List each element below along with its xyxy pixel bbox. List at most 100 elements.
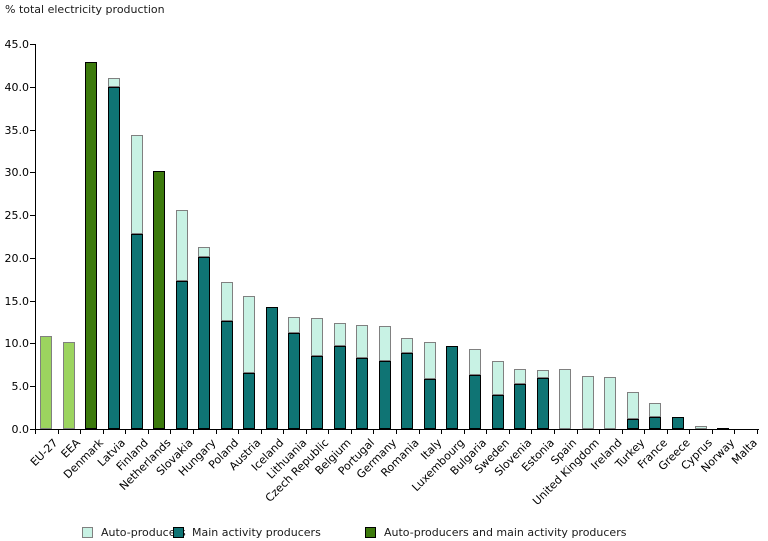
x-tick [147,430,149,434]
x-tick [283,430,285,434]
y-tick-label: 25.0 [4,209,30,223]
bar-segment-main-belgium [333,346,346,429]
bar-segment-main-czech-republic [311,356,324,429]
y-tick [30,429,35,430]
bar-segment-auto-germany [378,326,391,361]
bar-segment-auto-turkey [626,392,639,419]
bar-segment-auto-portugal [356,325,369,358]
y-tick-label: 35.0 [4,123,30,137]
x-tick [80,430,82,434]
y-tick-label: 0.0 [11,423,30,436]
y-tick [30,257,35,259]
y-tick-label: 45.0 [4,38,30,51]
x-tick [486,430,488,434]
x-tick [508,430,510,434]
x-tick [666,430,668,434]
bar-segment-auto-bulgaria [468,349,481,375]
bar-segment-main-portugal [356,358,369,429]
bar-segment-main-romania [401,353,414,429]
x-axis-line [35,429,759,430]
x-tick [441,430,443,434]
bar-segment-main-turkey [626,419,639,429]
bar-segment-auto-estonia [536,370,549,378]
bar-segment-auto-cyprus [694,426,707,429]
bar-segment-auto-slovenia [514,369,527,384]
y-tick-label: 20.0 [4,251,30,265]
x-tick [238,430,240,434]
bar-segment-main-italy [423,379,436,429]
legend-item-main-activity-producers: Main activity producers [173,526,321,539]
x-tick [260,430,262,434]
x-tick [328,430,330,434]
bar-segment-main-bulgaria [468,375,481,429]
x-tick [305,430,307,434]
bar-segment-auto-ireland [604,377,617,429]
x-tick [57,430,59,434]
bar-segment-main-austria [243,373,256,429]
bar-segment-main-poland [220,321,233,429]
y-tick [30,215,35,217]
x-tick [396,430,397,434]
bar-segment-main-estonia [536,378,549,429]
bar-segment-auto-hungary [198,247,211,257]
bar-segment-auto-poland [220,282,233,321]
legend-label-main-activity-producers: Main activity producers [192,526,321,539]
x-tick [192,430,194,434]
bar-segment-auto-spain [559,369,572,429]
bar-segment-main-sweden [491,395,504,429]
x-tick [215,430,217,434]
bar-segment-auto-czech-republic [311,318,324,356]
bar-segment-auto-italy [423,342,436,379]
y-tick-label: 15.0 [4,294,30,308]
x-tick [553,430,555,434]
bar-segment-main-slovakia [175,281,188,429]
x-label-eu-27: EU-27 [28,436,61,469]
main-activity-producers-swatch-icon [173,527,184,538]
x-tick [418,430,420,434]
y-tick [30,129,35,131]
bar-segment-auto-austria [243,296,256,373]
bar-segment-auto-latvia [107,78,120,87]
y-tick-label: 40.0 [4,80,30,94]
bar-segment-auto-slovakia [175,210,188,281]
y-tick-label: 30.0 [4,166,30,180]
bar-segment-auto-france [649,403,662,417]
x-label-malta: Malta [729,436,761,467]
x-tick [576,430,578,434]
chart-title: % total electricity production [5,3,165,16]
bar-segment-main-greece [672,417,685,429]
bar-segment-main-iceland [265,307,278,429]
bar-segment-main-finland [130,234,143,429]
auto-producers-swatch-icon [82,527,93,538]
bar-segment-main-hungary [198,257,211,429]
y-tick-label: 5.0 [11,380,30,394]
x-tick [125,430,127,434]
x-tick [689,430,691,434]
y-axis-line [35,44,36,430]
x-tick [734,430,736,434]
bar-segment-auto-belgium [333,323,346,346]
legend-item-auto-producers: Auto-producers [82,526,186,539]
x-tick [373,430,375,434]
y-tick [30,86,35,88]
bar-segment-aggregate-eu-27 [40,336,53,429]
bar-segment-main-france [649,417,662,429]
bar-segment-auto-romania [401,338,414,353]
x-tick [170,430,172,434]
legend-label-auto-and-main-producers: Auto-producers and main activity produce… [384,526,627,539]
bar-segment-main-slovenia [514,384,527,429]
y-tick [30,44,35,45]
legend-label-auto-producers: Auto-producers [101,526,186,539]
bar-segment-main-lithuania [288,333,301,429]
x-tick [531,430,533,434]
bar-segment-main-luxembourg [446,346,459,429]
bar-segment-auto-lithuania [288,317,301,333]
bar-segment-main-latvia [107,87,120,429]
legend: Auto-producers Main activity producers A… [0,526,768,541]
x-tick [599,430,601,434]
x-tick [711,430,713,434]
bar-segment-combined-netherlands [153,171,166,429]
bar-segment-main-germany [378,361,391,429]
legend-item-auto-and-main-producers: Auto-producers and main activity produce… [365,526,626,539]
